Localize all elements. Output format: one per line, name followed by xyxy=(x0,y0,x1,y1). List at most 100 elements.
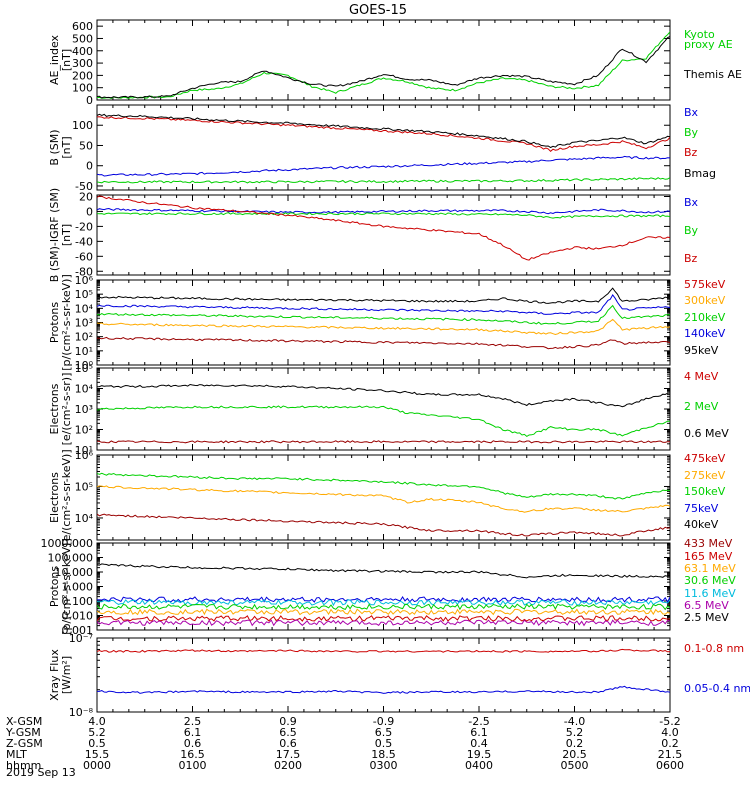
legend-entry: 275keV xyxy=(684,469,726,482)
y-tick-label: 300 xyxy=(72,57,93,70)
x-axis-table: X-GSM 4.0 2.5 0.9 -0.9 -2.5 -4.0 -5.2 Y-GSM 5.2 6.… xyxy=(5,715,684,772)
x-row-value: 0100 xyxy=(179,759,207,772)
legend-entry: 40keV xyxy=(684,518,719,531)
y-tick-label: 10⁵ xyxy=(75,288,93,301)
panel-frame xyxy=(96,279,671,366)
x-row-label: Z-GSM xyxy=(6,737,43,750)
series-line-30-6-mev xyxy=(97,603,670,611)
series-line-bx xyxy=(97,207,670,215)
y-axis-label: Protons xyxy=(48,566,61,607)
series-line-kyoto-proxy-ae xyxy=(97,31,670,100)
y-tick-label: 1.000 xyxy=(62,581,94,594)
series-line-themis-ae xyxy=(97,35,670,99)
x-row-value: 18.5 xyxy=(371,748,396,761)
legend-entry: 4 MeV xyxy=(684,370,719,383)
x-row-value: 5.2 xyxy=(566,726,584,739)
x-row-value: 0.2 xyxy=(661,737,679,750)
y-tick-label: 0 xyxy=(86,160,93,173)
y-tick-label: 100 xyxy=(72,119,93,132)
y-tick-label: 10⁻⁸ xyxy=(69,706,94,719)
series-line-575kev xyxy=(97,287,670,304)
series-line-95kev xyxy=(97,336,670,350)
x-row-value: 0.5 xyxy=(88,737,106,750)
y-tick-label: 10⁶ xyxy=(75,449,94,462)
y-axis-label: [e/(cm²-s-sr-keV)] xyxy=(60,449,73,545)
x-row-value: 6.1 xyxy=(184,726,202,739)
x-row-value: 6.5 xyxy=(279,726,297,739)
legend-entry: 0.05-0.4 nm xyxy=(684,682,750,695)
series-line-150kev xyxy=(97,513,670,537)
legend-entry: 0.6 MeV xyxy=(684,427,729,440)
y-tick-label: 10⁵ xyxy=(75,362,93,375)
y-tick-label: 100 xyxy=(72,82,93,95)
y-axis-label: Electrons xyxy=(48,472,61,523)
x-row-value: 0.6 xyxy=(279,737,297,750)
x-row-value: 0000 xyxy=(83,759,111,772)
x-row-value: 0400 xyxy=(465,759,493,772)
panel-frame xyxy=(96,637,671,713)
y-axis-label: Protons xyxy=(48,302,61,343)
x-row-value: 19.5 xyxy=(467,748,492,761)
y-axis-label: B (SM) xyxy=(48,129,61,165)
y-axis-label: B (SM)-IGRF (SM) xyxy=(48,188,61,282)
legend-entry: 2.5 MeV xyxy=(684,611,729,624)
x-row-value: 5.2 xyxy=(88,726,106,739)
x-row-value: 0200 xyxy=(274,759,302,772)
y-tick-label: -50 xyxy=(75,180,93,193)
series-line-0-6-mev xyxy=(97,383,670,408)
x-row-value: 17.5 xyxy=(276,748,301,761)
y-tick-label: 10² xyxy=(75,331,93,344)
series-line-433-mev xyxy=(97,563,670,579)
legend-entry: 2 MeV xyxy=(684,400,719,413)
series-line-11-6-mev xyxy=(97,608,670,616)
x-row-value: 0.5 xyxy=(375,737,393,750)
legend-entry: Bz xyxy=(684,252,698,265)
x-row-value: 21.5 xyxy=(658,748,683,761)
y-tick-label: 10³ xyxy=(75,317,93,330)
y-axis-label: Xray Flux xyxy=(48,649,61,701)
y-tick-label: 400 xyxy=(72,45,93,58)
x-row-value: 16.5 xyxy=(180,748,205,761)
legend-entry: By xyxy=(684,126,699,139)
panel-frame xyxy=(96,104,671,191)
legend-entry: 30.6 MeV xyxy=(684,574,736,587)
legend-entry: Themis AE xyxy=(683,68,742,81)
panel-frame xyxy=(96,454,671,541)
legend-entry: 165 MeV xyxy=(684,550,733,563)
y-tick-label: 10³ xyxy=(75,403,93,416)
series-line-300kev xyxy=(97,293,670,315)
x-row-value: 6.1 xyxy=(470,726,488,739)
y-tick-label: 0.001 xyxy=(62,624,94,637)
series-line-by xyxy=(97,212,670,219)
series-line-0-05-0-4-nm xyxy=(97,685,670,694)
series-line-bx xyxy=(97,155,670,177)
y-axis-label: [nT] xyxy=(60,49,73,71)
x-row-value: 4.0 xyxy=(661,726,679,739)
legend-entry: Bx xyxy=(684,196,699,209)
x-row-value: -5.2 xyxy=(659,715,680,728)
x-row-value: 4.0 xyxy=(88,715,106,728)
series-line-4-mev xyxy=(97,440,670,444)
legend-entry: Kyoto xyxy=(684,28,715,41)
y-tick-label: 10⁴ xyxy=(75,512,94,525)
date-label: 2019 Sep 13 xyxy=(6,766,76,779)
y-tick-label: 600 xyxy=(72,20,93,33)
y-tick-label: 10⁴ xyxy=(75,302,94,315)
legend-entry: 11.6 MeV xyxy=(684,587,736,600)
x-row-value: 0.4 xyxy=(470,737,488,750)
y-axis-label: AE_index xyxy=(48,34,61,85)
legend-entry: 575keV xyxy=(684,278,726,291)
y-tick-label: -60 xyxy=(75,250,93,263)
x-row-value: -4.0 xyxy=(564,715,585,728)
legend-entry: 63.1 MeV xyxy=(684,562,736,575)
x-row-label: hhmm xyxy=(6,759,41,772)
panel-frame xyxy=(96,19,671,101)
series-line-210kev xyxy=(97,304,670,325)
legend-entry: Bx xyxy=(684,106,699,119)
legend-entry: 140keV xyxy=(684,327,726,340)
x-row-value: 0500 xyxy=(561,759,589,772)
y-tick-label: 500 xyxy=(72,32,93,45)
series-line-140kev xyxy=(97,318,670,336)
